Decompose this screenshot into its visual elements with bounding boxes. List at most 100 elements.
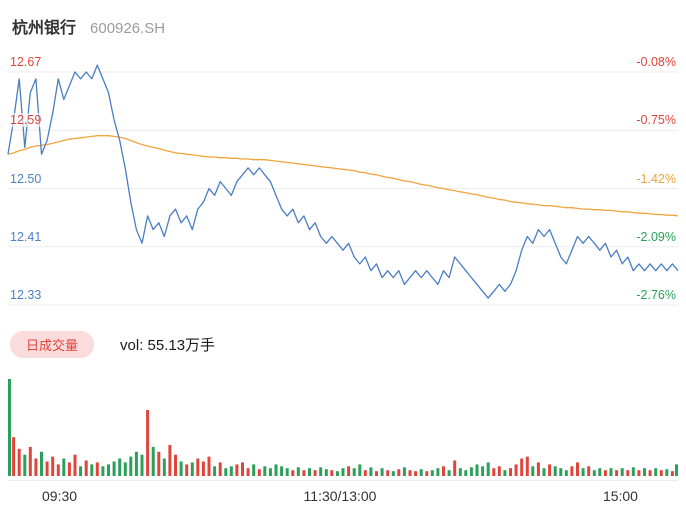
volume-bar <box>308 468 311 476</box>
volume-bar <box>626 470 630 476</box>
volume-bar <box>213 466 217 476</box>
volume-bar <box>581 468 585 476</box>
volume-bar <box>123 462 127 476</box>
volume-bar <box>648 470 652 476</box>
volume-bar <box>185 464 189 476</box>
volume-bar <box>570 466 574 476</box>
price-axis-label: 12.33 <box>10 288 42 302</box>
volume-bar <box>391 471 395 477</box>
volume-bar <box>643 468 646 476</box>
volume-bar <box>313 470 317 476</box>
volume-bar <box>101 466 105 476</box>
volume-bar <box>486 462 490 476</box>
volume-value: vol: 55.13万手 <box>120 337 216 354</box>
volume-bar <box>134 451 138 477</box>
volume-bar <box>665 469 669 476</box>
volume-bar <box>548 464 552 476</box>
volume-bar <box>430 470 434 476</box>
volume-bar <box>598 468 602 476</box>
volume-bar <box>492 468 496 476</box>
volume-bar <box>56 464 60 476</box>
volume-bar <box>520 458 524 476</box>
pct-axis-label: -2.76% <box>636 288 676 302</box>
volume-bar <box>319 467 323 476</box>
price-axis-label: 12.67 <box>10 55 42 69</box>
volume-bar <box>40 451 43 477</box>
volume-bar <box>447 470 451 476</box>
volume-bar <box>659 470 663 476</box>
volume-bar <box>631 467 635 476</box>
volume-bar <box>380 468 384 476</box>
volume-bar <box>196 458 200 476</box>
volume-bar <box>252 464 256 476</box>
volume-bar <box>146 410 150 476</box>
volume-bar <box>241 462 244 476</box>
volume-bar <box>553 466 557 476</box>
volume-bar <box>23 454 27 476</box>
volume-bar <box>531 466 535 476</box>
volume-bar <box>341 468 345 476</box>
volume-bar <box>34 458 38 476</box>
volume-bar <box>8 379 11 476</box>
header: 杭州银行 600926.SH <box>12 14 165 38</box>
volume-bar <box>90 464 94 476</box>
volume-bar <box>28 446 32 476</box>
volume-chart[interactable] <box>8 372 678 477</box>
volume-bar <box>525 456 529 476</box>
volume-bar <box>503 470 507 476</box>
price-chart[interactable]: 12.67 -0.08% 12.59 -0.75% 12.50 -1.42% 12.41 -2… <box>7 55 679 306</box>
volume-bar <box>45 461 49 476</box>
time-label-midday: 11:30/13:00 <box>303 488 377 504</box>
volume-bar <box>542 468 546 476</box>
volume-bar <box>291 470 295 476</box>
volume-bar <box>654 468 658 476</box>
volume-bar <box>107 464 110 476</box>
volume-tab[interactable]: 日成交量 <box>10 331 95 358</box>
volume-bar <box>620 468 624 476</box>
volume-bar <box>670 471 674 477</box>
volume-bar <box>140 454 144 476</box>
volume-bar <box>475 464 479 476</box>
volume-bar <box>514 464 518 476</box>
volume-bar <box>330 470 334 476</box>
volume-bar <box>257 469 261 476</box>
volume-bar <box>442 466 445 476</box>
volume-bar <box>386 470 390 476</box>
volume-bar <box>536 462 540 476</box>
volume-bar <box>51 456 55 476</box>
volume-bar <box>246 468 250 476</box>
volume-bar <box>425 471 429 477</box>
volume-bar <box>408 470 412 476</box>
volume-bar <box>324 469 328 476</box>
volume-bar <box>637 470 641 476</box>
price-series-svg <box>7 64 679 306</box>
volume-bar <box>363 470 367 476</box>
volume-bar <box>79 466 83 476</box>
volume-bar <box>285 468 289 476</box>
volume-bar <box>12 437 16 476</box>
price-axis-label: 12.41 <box>10 229 42 244</box>
price-line <box>7 64 679 299</box>
volume-bar <box>369 467 373 476</box>
volume-bar <box>168 445 172 476</box>
volume-bar <box>509 468 512 476</box>
volume-bar <box>280 466 284 476</box>
volume-bar <box>129 456 133 476</box>
volume-bar <box>609 468 613 476</box>
volume-bar <box>112 461 116 476</box>
volume-bar <box>218 462 222 476</box>
volume-bar <box>464 470 468 476</box>
volume-bar <box>397 469 401 476</box>
volume-bar <box>235 464 239 476</box>
volume-bar <box>17 448 21 476</box>
stock-code: 600926.SH <box>90 20 166 37</box>
volume-bar <box>375 471 378 477</box>
volume-bar <box>615 470 619 476</box>
pct-axis-label: -0.75% <box>636 113 676 128</box>
volume-bar <box>229 466 233 476</box>
volume-bar <box>296 467 300 476</box>
avg-price-line <box>7 135 679 217</box>
pct-axis-label: -1.42% <box>636 171 676 186</box>
volume-bar <box>564 470 568 476</box>
